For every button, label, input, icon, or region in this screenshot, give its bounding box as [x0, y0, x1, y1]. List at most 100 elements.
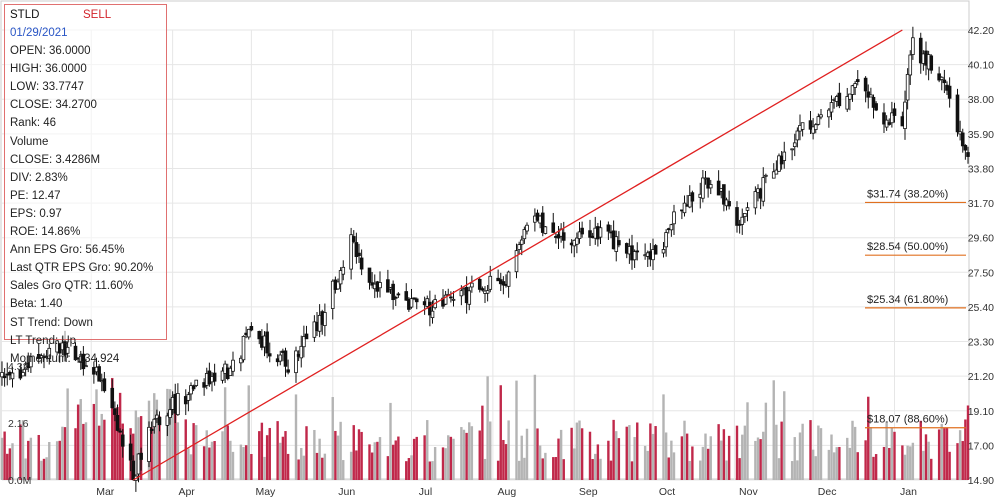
candle [147, 421, 151, 468]
candle-body [617, 240, 621, 246]
candle [349, 227, 353, 280]
volume-bar [258, 431, 261, 480]
volume-bar [591, 459, 594, 480]
candle-body [391, 283, 395, 301]
candle-body [231, 359, 235, 372]
candle [561, 221, 566, 249]
candle [449, 291, 453, 303]
price-tick-label: 19.10 [968, 406, 994, 418]
candle-body [139, 452, 143, 460]
volume-bar [187, 448, 190, 480]
candle [241, 335, 246, 363]
candle-body [543, 226, 548, 234]
volume-bar [465, 432, 468, 480]
volume-bar [680, 436, 684, 480]
volume-bar [930, 458, 933, 480]
volume-bar [772, 380, 775, 480]
volume-bar [0, 437, 4, 480]
candle-body [357, 252, 361, 257]
candle [330, 279, 335, 320]
candle [73, 342, 78, 361]
volume-bar [809, 420, 812, 480]
volume-bar [664, 432, 668, 480]
candle [283, 347, 288, 377]
candle-body [430, 310, 435, 319]
candle-body [869, 94, 873, 98]
candle-body [257, 330, 262, 340]
price-tick-label: 21.20 [968, 371, 994, 383]
volume-bar [851, 420, 854, 480]
volume-bar [263, 456, 266, 480]
volume-bar [195, 425, 198, 480]
volume-bar [19, 424, 22, 480]
candle-body [774, 169, 779, 175]
candle-body [848, 93, 852, 100]
candle-body [212, 372, 217, 382]
candle [522, 226, 527, 244]
volume-bar [40, 460, 43, 480]
volume-bar [268, 427, 271, 480]
candle [525, 222, 529, 235]
candle-body [966, 152, 970, 157]
volume-bar [294, 394, 298, 480]
candle-body [863, 77, 868, 92]
volume-bar [654, 426, 657, 480]
volume-bar [872, 456, 875, 480]
candle [194, 379, 199, 388]
candle-body [682, 202, 687, 214]
candle [942, 69, 947, 94]
price-tick-label: 35.90 [968, 129, 994, 141]
candle [391, 280, 395, 310]
candle-body [336, 281, 340, 290]
volume-bar [284, 431, 287, 480]
volume-bar [250, 453, 253, 480]
candle [903, 90, 907, 140]
candle [664, 229, 668, 257]
candle-body [477, 279, 482, 290]
volume-bar [903, 454, 907, 480]
candle-body [501, 281, 506, 286]
candle-body [722, 184, 726, 205]
candle [517, 241, 521, 255]
date-tick-label: Aug [498, 486, 517, 498]
candle [451, 291, 456, 307]
volume-bar [777, 458, 781, 480]
volume-bar [8, 448, 12, 480]
candle [414, 297, 419, 310]
candle [708, 179, 713, 195]
volume-bar [55, 441, 59, 480]
volume-bar [596, 444, 600, 480]
volume-bar [958, 430, 962, 480]
info-panel: STLD SELL 01/29/2021 OPEN: 36.0000 HIGH: … [4, 4, 167, 365]
date-tick-label: Apr [178, 486, 195, 498]
candle [393, 295, 398, 307]
volume-bar [116, 407, 119, 480]
volume-bar [628, 425, 631, 480]
candle-body [800, 122, 805, 130]
candle [853, 80, 857, 96]
candle [246, 328, 251, 340]
candle [764, 173, 768, 184]
candle-body [890, 112, 894, 124]
volume-bar [460, 427, 463, 480]
volume-bar [349, 451, 353, 480]
info-row: CLOSE: 34.2700 [10, 99, 97, 112]
candle [743, 212, 747, 223]
candle [412, 297, 416, 301]
volume-bar [943, 428, 946, 480]
candle [186, 391, 191, 412]
volume-bar [100, 413, 103, 480]
candle-body [963, 144, 968, 151]
candle [467, 286, 472, 311]
volume-bar [21, 420, 25, 480]
volume-bar [441, 447, 445, 480]
candle-body [194, 379, 199, 386]
volume-bar [701, 446, 705, 480]
candle-body [459, 290, 464, 297]
volume-bar [557, 438, 560, 480]
candle [790, 148, 794, 161]
candle-body [81, 353, 86, 370]
volume-bar [562, 459, 565, 480]
price-tick-label: 25.40 [968, 302, 994, 314]
candle-body [651, 249, 655, 261]
